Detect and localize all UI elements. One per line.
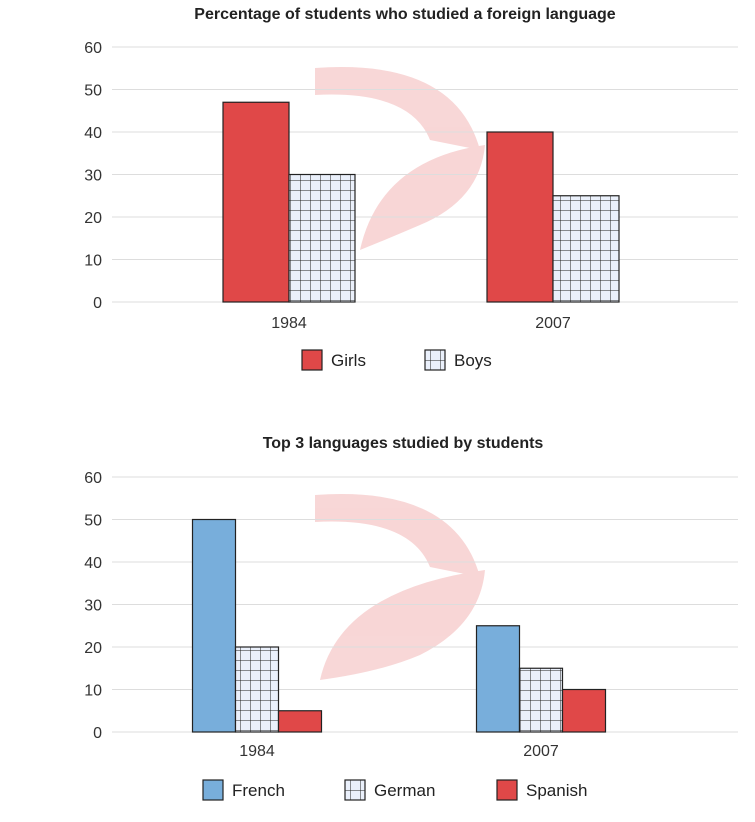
legend-label-girls: Girls (331, 351, 366, 370)
legend-label-german: German (374, 781, 435, 800)
legend-swatch-german (344, 779, 366, 801)
watermark-logo-bottom (315, 494, 485, 680)
y-tick-label: 30 (84, 168, 102, 185)
x-tick-label: 1984 (239, 743, 275, 760)
bar-german-1984 (234, 646, 280, 733)
bar-girls-1984 (222, 101, 290, 303)
y-tick-label: 50 (84, 83, 102, 100)
legend-label-french: French (232, 781, 285, 800)
bar-boys-2007 (552, 195, 620, 303)
watermark-logo-top (315, 67, 485, 250)
chart-foreign-language-percentage: Percentage of students who studied a for… (84, 6, 738, 371)
chart-title: Top 3 languages studied by students (263, 435, 544, 452)
y-tick-label: 0 (93, 295, 102, 312)
legend-label-spanish: Spanish (526, 781, 587, 800)
bar-girls-2007 (486, 131, 554, 303)
y-tick-label: 40 (84, 125, 102, 142)
y-tick-label: 50 (84, 513, 102, 530)
y-tick-label: 60 (84, 40, 102, 57)
y-tick-label: 60 (84, 470, 102, 487)
legend-swatch-french (202, 779, 224, 801)
bar-spanish-2007 (561, 688, 607, 733)
bar-spanish-1984 (277, 710, 323, 733)
bar-boys-1984 (288, 173, 356, 303)
legend-swatch-spanish (496, 779, 518, 801)
y-tick-label: 20 (84, 640, 102, 657)
x-tick-label: 2007 (535, 315, 571, 332)
chart-top-languages: Top 3 languages studied by students 0 10 2… (84, 435, 738, 801)
y-tick-label: 30 (84, 598, 102, 615)
y-tick-label: 20 (84, 210, 102, 227)
bar-german-2007 (518, 667, 564, 733)
legend-swatch-girls (301, 349, 323, 371)
y-tick-label: 10 (84, 683, 102, 700)
x-tick-label: 1984 (271, 315, 307, 332)
chart-title: Percentage of students who studied a for… (194, 6, 615, 23)
legend-swatch-boys (424, 349, 446, 371)
y-tick-label: 10 (84, 253, 102, 270)
y-tick-label: 0 (93, 725, 102, 742)
bar-french-1984 (191, 518, 237, 733)
legend-label-boys: Boys (454, 351, 492, 370)
x-tick-label: 2007 (523, 743, 559, 760)
bar-french-2007 (475, 625, 521, 733)
y-tick-label: 40 (84, 555, 102, 572)
